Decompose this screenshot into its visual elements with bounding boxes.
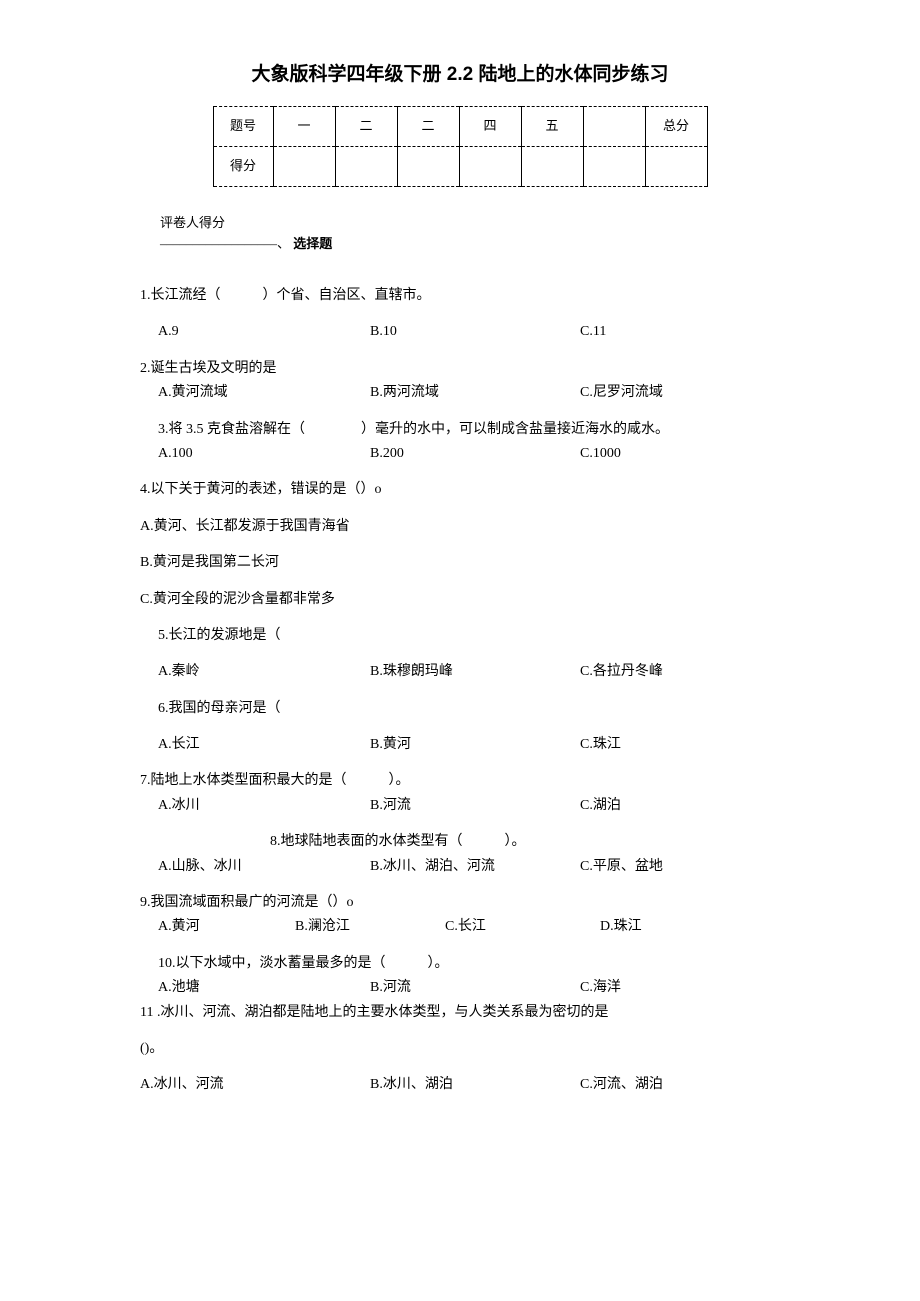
question-text: 5.长江的发源地是（: [140, 625, 780, 647]
option-b: B.两河流域: [370, 382, 580, 404]
option-c: C.湖泊: [580, 795, 780, 817]
option-a: A.长江: [140, 734, 370, 756]
cell-total: 总分: [645, 107, 707, 147]
cell: 二: [335, 107, 397, 147]
question-4: 4.以下关于黄河的表述，错误的是（）o A.黄河、长江都发源于我国青海省 B.黄…: [140, 479, 780, 611]
option-b: B.黄河: [370, 734, 580, 756]
option-b: B.冰川、湖泊: [370, 1074, 580, 1096]
question-3: 3.将 3.5 克食盐溶解在（ ）毫升的水中，可以制成含盐量接近海水的咸水。 A…: [140, 419, 780, 466]
option-c: C.11: [580, 321, 780, 343]
question-text: 10.以下水域中，淡水蓄量最多的是（ ）。: [140, 953, 780, 975]
option-a: A.100: [140, 443, 370, 465]
page-title: 大象版科学四年级下册 2.2 陆地上的水体同步练习: [140, 60, 780, 90]
question-11: 11 .冰川、河流、湖泊都是陆地上的主要水体类型，与人类关系最为密切的是 ()。…: [140, 1002, 780, 1097]
question-5: 5.长江的发源地是（ A.秦岭 B.珠穆朗玛峰 C.各拉丹冬峰: [140, 625, 780, 684]
question-text: 7.陆地上水体类型面积最大的是（ ）。: [140, 770, 780, 792]
option-c: C.平原、盆地: [580, 856, 780, 878]
question-7: 7.陆地上水体类型面积最大的是（ ）。 A.冰川 B.河流 C.湖泊: [140, 770, 780, 817]
section-dashes: ––––––––––––––––––、: [160, 236, 290, 251]
cell: [583, 147, 645, 187]
options-row: A.冰川 B.河流 C.湖泊: [140, 795, 780, 817]
option-a: A.黄河流域: [140, 382, 370, 404]
cell: [335, 147, 397, 187]
option-d: D.珠江: [600, 916, 780, 938]
cell: 一: [273, 107, 335, 147]
option-b: B.200: [370, 443, 580, 465]
question-text: 2.诞生古埃及文明的是: [140, 358, 780, 380]
option-a: A.冰川: [140, 795, 370, 817]
option-b: B.河流: [370, 977, 580, 999]
option-c: C.各拉丹冬峰: [580, 661, 780, 683]
option-c: C.黄河全段的泥沙含量都非常多: [140, 589, 780, 611]
options-row: A.黄河 B.澜沧江 C.长江 D.珠江: [140, 916, 780, 938]
options-row: A.池塘 B.河流 C.海洋: [140, 977, 780, 999]
option-b: B.澜沧江: [295, 916, 445, 938]
question-10: 10.以下水域中，淡水蓄量最多的是（ ）。 A.池塘 B.河流 C.海洋: [140, 953, 780, 1000]
cell: 二: [397, 107, 459, 147]
table-row: 题号 一 二 二 四 五 总分: [213, 107, 707, 147]
cell: 五: [521, 107, 583, 147]
question-text: 3.将 3.5 克食盐溶解在（ ）毫升的水中，可以制成含盐量接近海水的咸水。: [140, 419, 780, 441]
question-text: 6.我国的母亲河是（: [140, 698, 780, 720]
question-close: ()。: [140, 1038, 780, 1060]
options-row: A.冰川、河流 B.冰川、湖泊 C.河流、湖泊: [140, 1074, 780, 1096]
section-type-label: 选择题: [293, 236, 332, 251]
question-text: 11 .冰川、河流、湖泊都是陆地上的主要水体类型，与人类关系最为密切的是: [140, 1002, 780, 1024]
question-2: 2.诞生古埃及文明的是 A.黄河流域 B.两河流域 C.尼罗河流域: [140, 358, 780, 405]
option-c: C.长江: [445, 916, 600, 938]
option-c: C.珠江: [580, 734, 780, 756]
options-row: A.9 B.10 C.11: [140, 321, 780, 343]
cell: 四: [459, 107, 521, 147]
cell-label: 题号: [213, 107, 273, 147]
option-c: C.尼罗河流域: [580, 382, 780, 404]
options-row: A.100 B.200 C.1000: [140, 443, 780, 465]
question-1: 1.长江流经（ ）个省、自治区、直辖市。 A.9 B.10 C.11: [140, 285, 780, 344]
cell: [521, 147, 583, 187]
cell: [645, 147, 707, 187]
cell: [583, 107, 645, 147]
option-a: A.9: [140, 321, 370, 343]
option-c: C.1000: [580, 443, 780, 465]
option-b: B.河流: [370, 795, 580, 817]
options-row: A.长江 B.黄河 C.珠江: [140, 734, 780, 756]
option-b: B.黄河是我国第二长河: [140, 552, 780, 574]
option-a: A.黄河: [140, 916, 295, 938]
cell-label: 得分: [213, 147, 273, 187]
question-text: 8.地球陆地表面的水体类型有（ ）。: [140, 831, 780, 853]
table-row: 得分: [213, 147, 707, 187]
question-text: 4.以下关于黄河的表述，错误的是（）o: [140, 479, 780, 501]
option-a: A.山脉、冰川: [140, 856, 370, 878]
option-a: A.冰川、河流: [140, 1074, 370, 1096]
cell: [397, 147, 459, 187]
question-text: 1.长江流经（ ）个省、自治区、直辖市。: [140, 285, 780, 307]
grader-label: 评卷人得分: [160, 213, 780, 234]
cell: [459, 147, 521, 187]
option-a: A.池塘: [140, 977, 370, 999]
question-9: 9.我国流域面积最广的河流是（）o A.黄河 B.澜沧江 C.长江 D.珠江: [140, 892, 780, 939]
question-6: 6.我国的母亲河是（ A.长江 B.黄河 C.珠江: [140, 698, 780, 757]
option-c: C.河流、湖泊: [580, 1074, 780, 1096]
options-row: A.山脉、冰川 B.冰川、湖泊、河流 C.平原、盆地: [140, 856, 780, 878]
option-a: A.黄河、长江都发源于我国青海省: [140, 516, 780, 538]
section-header: 评卷人得分 ––––––––––––––––––、 选择题: [160, 213, 780, 255]
question-text: 9.我国流域面积最广的河流是（）o: [140, 892, 780, 914]
score-table: 题号 一 二 二 四 五 总分 得分: [213, 106, 708, 187]
question-8: 8.地球陆地表面的水体类型有（ ）。 A.山脉、冰川 B.冰川、湖泊、河流 C.…: [140, 831, 780, 878]
options-row: A.黄河流域 B.两河流域 C.尼罗河流域: [140, 382, 780, 404]
option-c: C.海洋: [580, 977, 780, 999]
option-a: A.秦岭: [140, 661, 370, 683]
cell: [273, 147, 335, 187]
option-b: B.10: [370, 321, 580, 343]
option-b: B.冰川、湖泊、河流: [370, 856, 580, 878]
options-row: A.秦岭 B.珠穆朗玛峰 C.各拉丹冬峰: [140, 661, 780, 683]
option-b: B.珠穆朗玛峰: [370, 661, 580, 683]
